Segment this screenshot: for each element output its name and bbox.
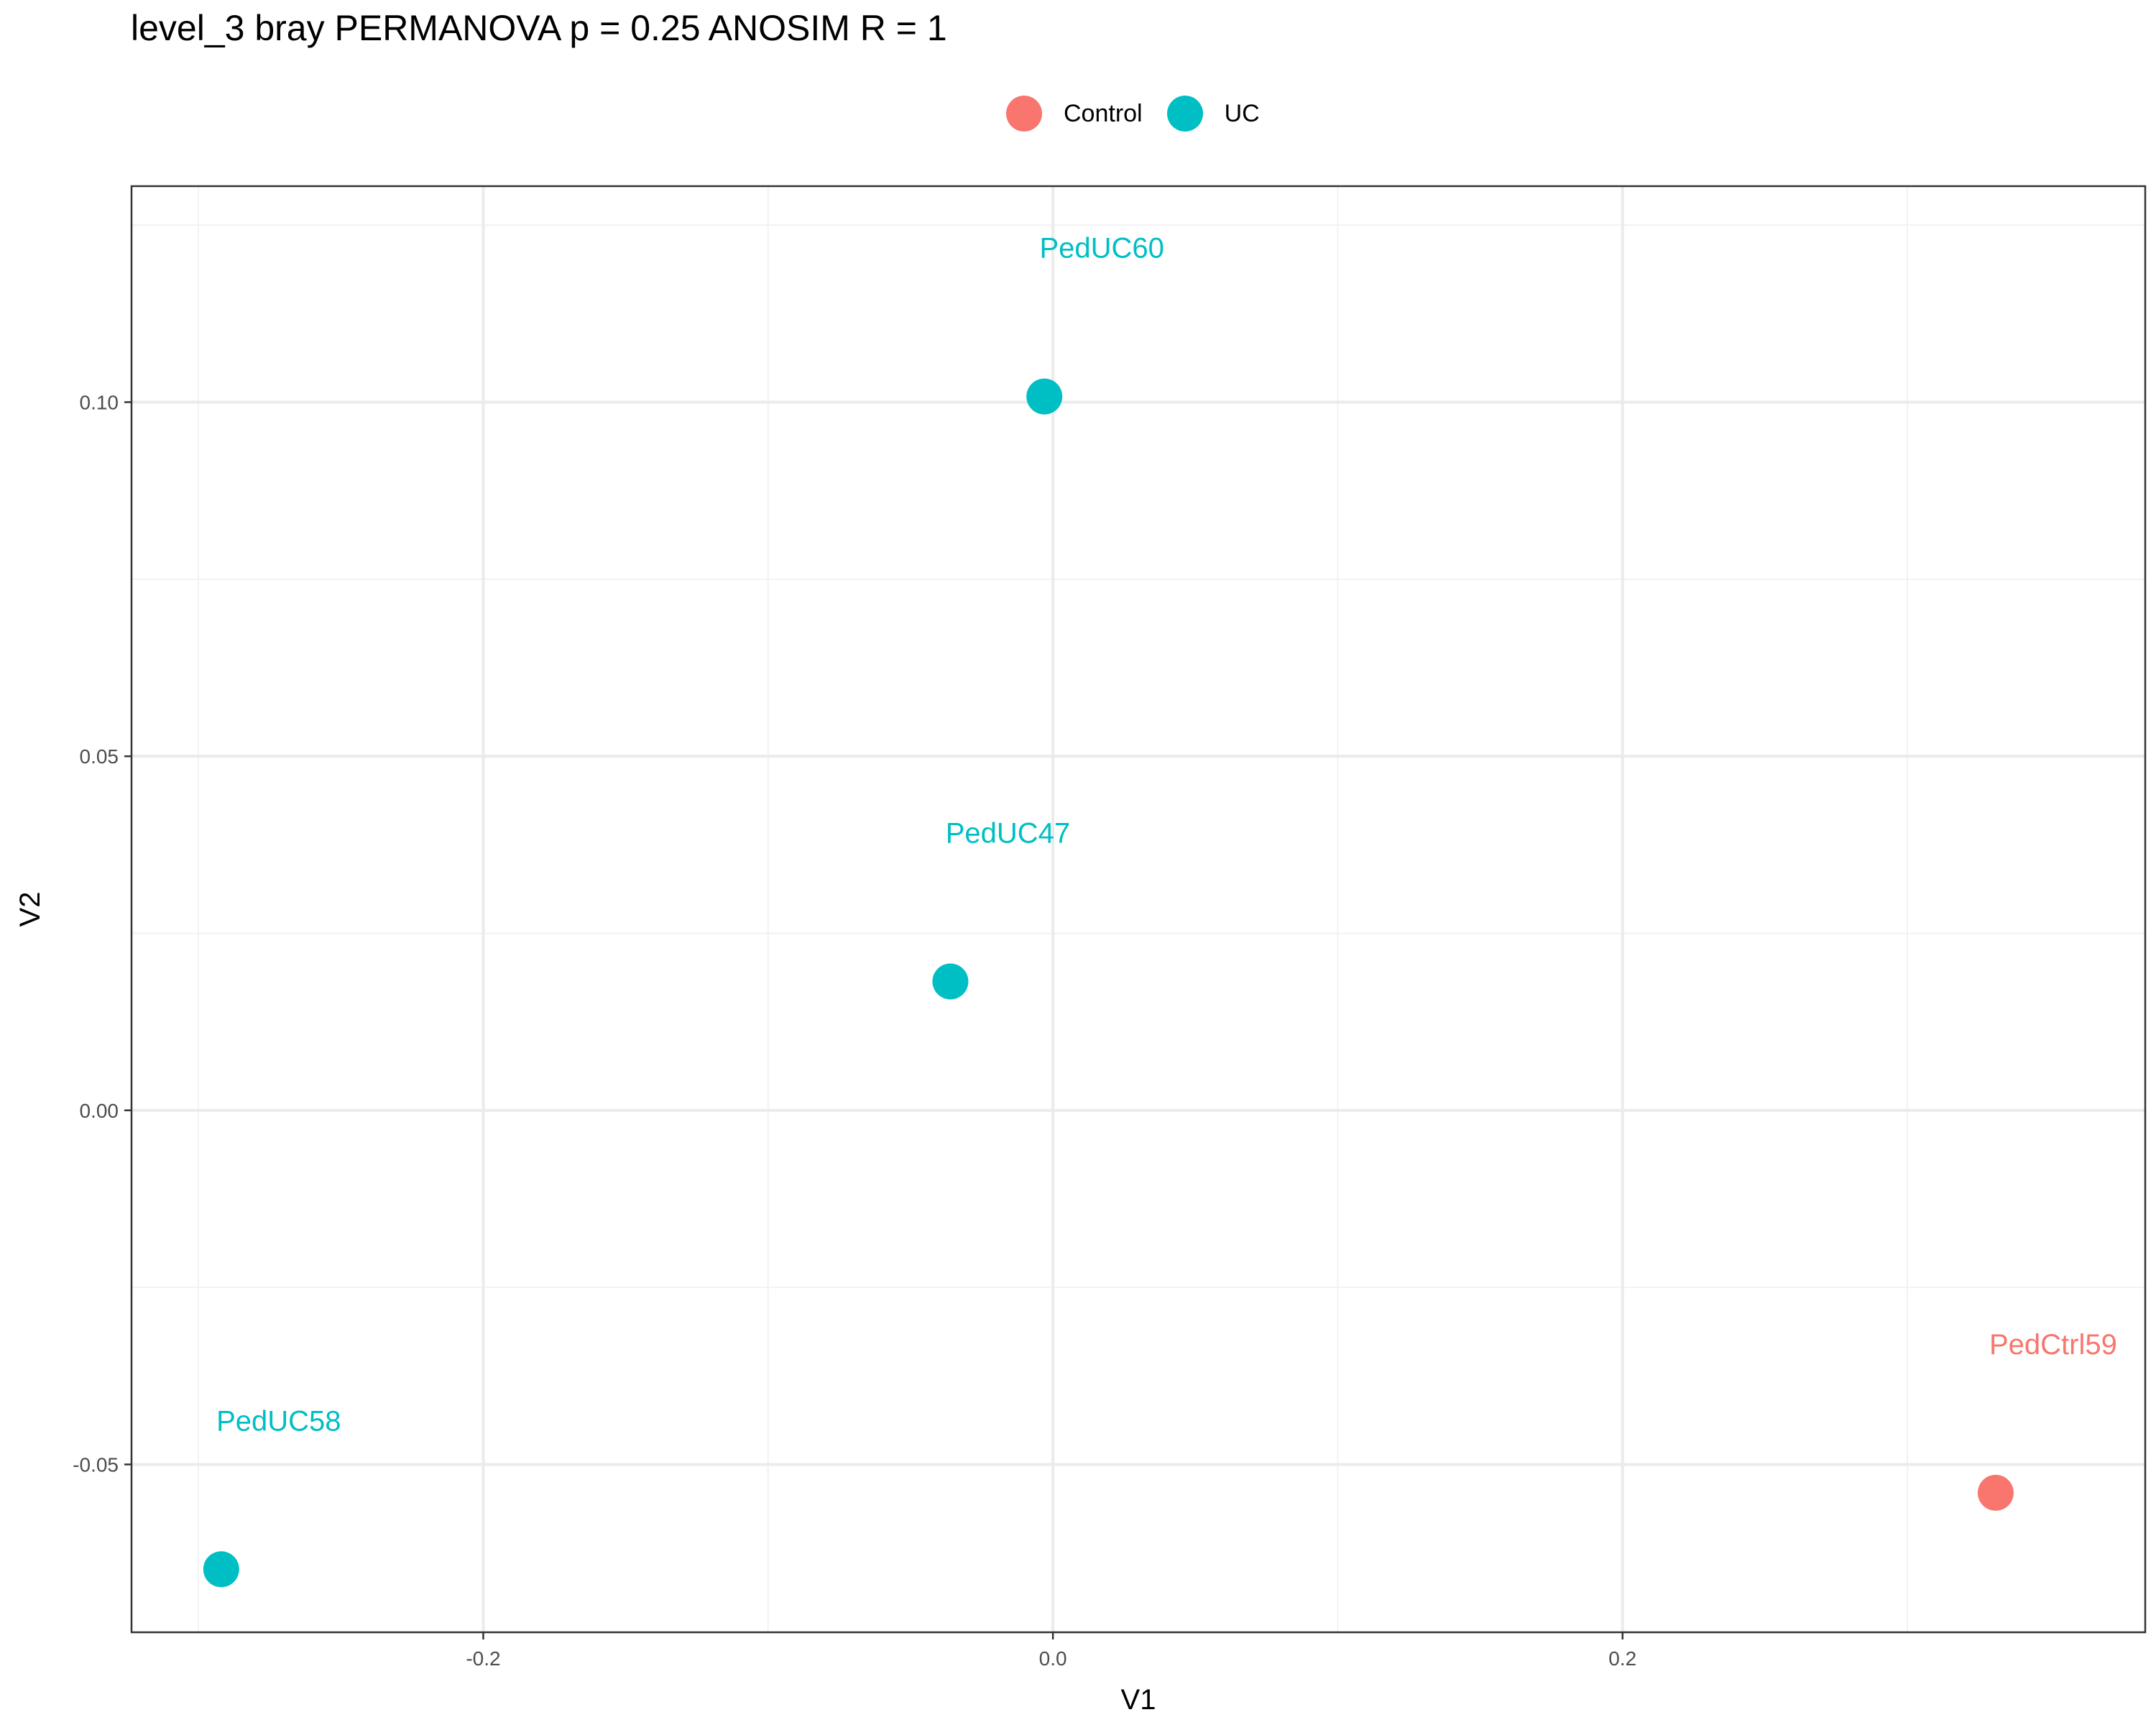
data-point-peduc60 — [1026, 378, 1063, 415]
x-tick-label: -0.2 — [466, 1647, 500, 1670]
legend-label-uc: UC — [1224, 99, 1260, 127]
chart-title: level_3 bray PERMANOVA p = 0.25 ANOSIM R… — [131, 8, 947, 48]
x-tick-label: 0.0 — [1039, 1647, 1067, 1670]
legend-label-control: Control — [1064, 99, 1143, 127]
legend-swatch-uc — [1166, 96, 1203, 132]
data-point-peduc47 — [932, 963, 969, 1000]
y-axis-title: V2 — [14, 892, 46, 927]
plot-panel-border — [130, 185, 2147, 1634]
point-label-peduc58: PedUC58 — [216, 1405, 341, 1437]
data-point-peduc58 — [203, 1551, 239, 1588]
legend-item-control: Control — [1006, 96, 1143, 132]
point-label-pedctrl59: PedCtrl59 — [1989, 1329, 2117, 1361]
y-tick-label: 0.10 — [80, 392, 119, 414]
legend: Control UC — [1006, 92, 1284, 135]
data-point-pedctrl59 — [1977, 1474, 2014, 1511]
y-tick-label: 0.00 — [80, 1100, 119, 1122]
point-label-peduc47: PedUC47 — [946, 818, 1070, 850]
y-tick-label: -0.05 — [73, 1453, 119, 1476]
y-tick-label: 0.05 — [80, 745, 119, 768]
legend-swatch-control — [1006, 96, 1042, 132]
point-label-peduc60: PedUC60 — [1039, 233, 1164, 264]
legend-item-uc: UC — [1166, 96, 1260, 132]
x-axis-title: V1 — [1121, 1684, 1156, 1716]
x-tick-label: 0.2 — [1608, 1647, 1636, 1670]
